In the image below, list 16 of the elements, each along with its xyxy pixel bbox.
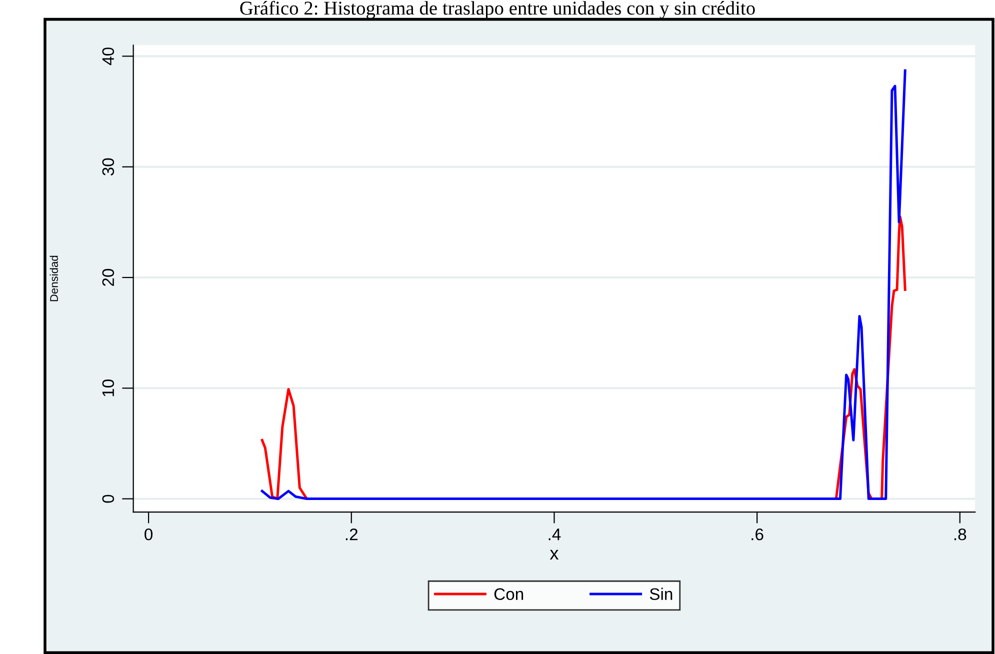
x-tick-label: .6 [752,528,764,540]
x-axis-title: x [550,550,559,560]
x-tick-label: .4 [548,528,561,540]
y-tick-label: 20 [102,268,114,286]
legend-label: Sin [650,588,672,600]
y-tick-label: 40 [102,48,114,66]
y-axis-title: Densidad [50,256,58,302]
x-tick-label: .8 [954,528,966,540]
x-tick-label: .2 [346,528,358,540]
x-tick-label: 0 [144,528,153,540]
chart-title: Gráfico 2: Histograma de traslapo entre unidades con y sin crédito [240,0,755,19]
line-series [260,69,906,500]
y-tick-label: 30 [102,158,114,176]
y-tick-label: 10 [102,380,114,396]
y-tick-label: 0 [102,494,114,503]
legend-label: Con [494,588,524,600]
